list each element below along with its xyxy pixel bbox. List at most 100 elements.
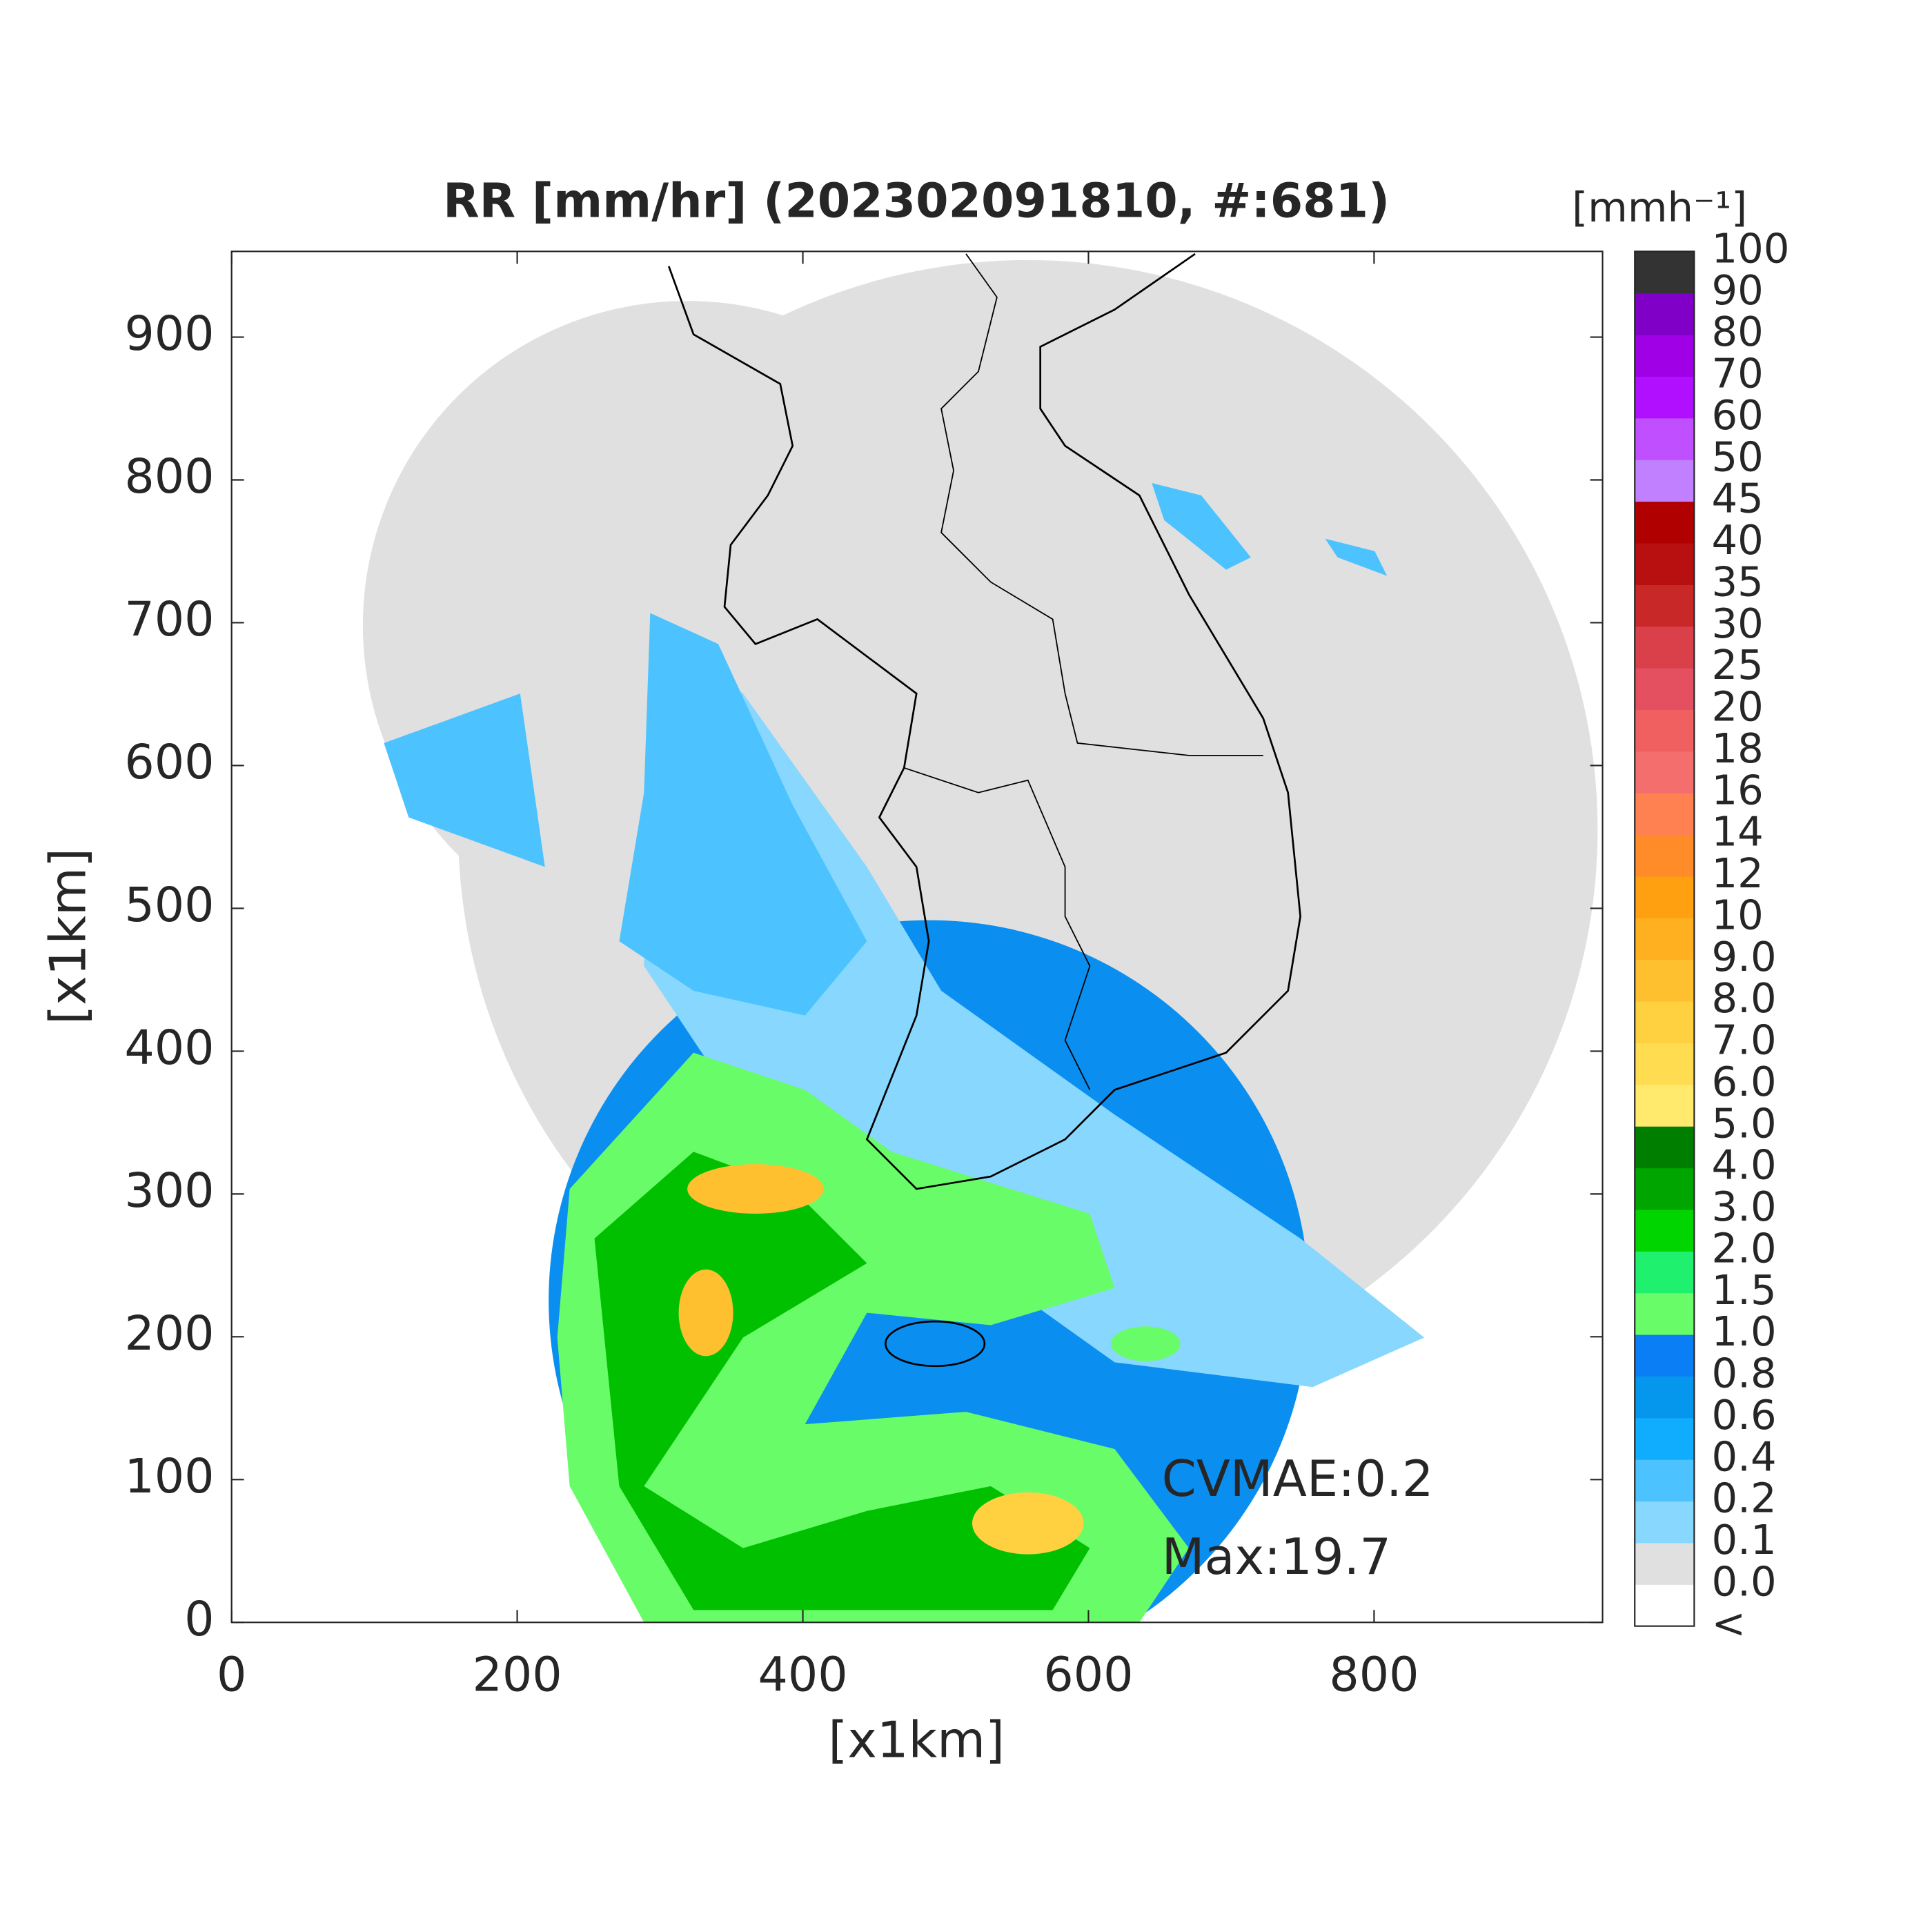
colorbar-segment (1635, 1459, 1695, 1502)
y-tick-label: 600 (124, 736, 214, 790)
colorbar-label: 1.5 (1712, 1266, 1777, 1314)
colorbar-label: 18 (1712, 724, 1764, 772)
colorbar-segment (1635, 709, 1695, 752)
y-axis-label: [x1km] (39, 848, 97, 1025)
colorbar-label: 90 (1712, 266, 1764, 314)
y-tick-label: 0 (184, 1593, 214, 1647)
rain-cell (678, 1269, 733, 1357)
colorbar-segment (1635, 1417, 1695, 1460)
colorbar-label: 16 (1712, 766, 1764, 814)
y-tick-label: 300 (124, 1164, 214, 1219)
colorbar-segment (1635, 1084, 1695, 1127)
y-tick-label: 200 (124, 1307, 214, 1361)
y-tick-label: 900 (124, 307, 214, 362)
colorbar-segment (1635, 793, 1695, 836)
radar-field (362, 253, 1598, 1623)
colorbar-label: 25 (1712, 641, 1764, 689)
y-tick-label: 400 (124, 1021, 214, 1076)
colorbar-segment (1635, 1584, 1695, 1627)
y-tick-label: 100 (124, 1450, 214, 1504)
y-tick-label: 800 (124, 450, 214, 504)
colorbar-segment (1635, 1001, 1695, 1043)
colorbar-segment (1635, 1167, 1695, 1210)
x-tick-label: 0 (217, 1648, 246, 1703)
colorbar-label: 7.0 (1712, 1016, 1777, 1064)
rain-area (594, 1152, 1090, 1610)
rain-area (644, 619, 1425, 1388)
colorbar-label: 80 (1712, 308, 1764, 355)
rain-area (1152, 483, 1251, 570)
colorbar-title: [mmh⁻¹] (1572, 184, 1747, 231)
colorbar-label: 0.6 (1712, 1391, 1777, 1439)
rain-area (619, 613, 867, 1016)
colorbar-segment (1635, 1501, 1695, 1544)
colorbar-label: 8.0 (1712, 974, 1777, 1022)
colorbar-label: 5.0 (1712, 1099, 1777, 1147)
colorbar-label: 30 (1712, 600, 1764, 647)
rain-cell (972, 1492, 1084, 1555)
x-tick-label: 800 (1329, 1648, 1419, 1703)
rain-cell (687, 1164, 824, 1214)
colorbar-segment (1635, 834, 1695, 877)
colorbar-segment (1635, 1126, 1695, 1169)
colorbar-frame (1634, 250, 1695, 1627)
colorbar-label: < (1712, 1599, 1746, 1647)
colorbar-segment (1635, 1376, 1695, 1419)
colorbar-label: 0.0 (1712, 1557, 1777, 1605)
colorbar-label: 0.2 (1712, 1475, 1777, 1522)
colorbar-segment (1635, 1251, 1695, 1294)
colorbar-label: 20 (1712, 683, 1764, 731)
colorbar-label: 2.0 (1712, 1224, 1777, 1272)
annotation: Max:19.7 (1162, 1528, 1391, 1586)
colorbar-segment (1635, 460, 1695, 502)
colorbar-label: 100 (1712, 224, 1790, 272)
colorbar-segment (1635, 335, 1695, 377)
colorbar-segment (1635, 542, 1695, 585)
colorbar-label: 3.0 (1712, 1183, 1777, 1230)
colorbar-segment (1635, 584, 1695, 627)
colorbar-segment (1635, 1334, 1695, 1377)
colorbar-segment (1635, 1043, 1695, 1085)
colorbar-label: 0.1 (1712, 1516, 1777, 1564)
axes-frame (230, 250, 1604, 1624)
colorbar-label: 0.8 (1712, 1350, 1777, 1397)
colorbar-segment (1635, 918, 1695, 960)
colorbar-segment (1635, 1542, 1695, 1585)
province-border (940, 253, 1263, 756)
colorbar-label: 60 (1712, 391, 1764, 439)
colorbar-segment (1635, 376, 1695, 419)
x-axis-label: [x1km] (828, 1711, 1005, 1769)
colorbar-label: 0.4 (1712, 1432, 1777, 1480)
colorbar-segment (1635, 876, 1695, 918)
colorbar-label: 40 (1712, 516, 1764, 564)
colorbar-label: 10 (1712, 891, 1764, 938)
coastline (667, 253, 1301, 1190)
colorbar-label: 12 (1712, 849, 1764, 897)
colorbar-segment (1635, 626, 1695, 669)
colorbar-label: 1.0 (1712, 1308, 1777, 1355)
colorbar-segment (1635, 251, 1695, 294)
x-tick-label: 400 (758, 1648, 847, 1703)
rain-cell (1111, 1326, 1181, 1361)
rain-area (1325, 538, 1388, 576)
colorbar-label: 4.0 (1712, 1141, 1777, 1189)
x-tick-label: 200 (473, 1648, 562, 1703)
island-coastline (884, 1320, 986, 1368)
colorbar-segment (1635, 1292, 1695, 1335)
rain-area (384, 693, 545, 867)
colorbar-label: 35 (1712, 558, 1764, 605)
province-border (903, 767, 1091, 1090)
colorbar-label: 6.0 (1712, 1058, 1777, 1105)
colorbar-segment (1635, 501, 1695, 544)
annotation: CVMAE:0.2 (1162, 1450, 1434, 1508)
colorbar-segment (1635, 417, 1695, 460)
chart-title: RR [mm/hr] (202302091810, #:681) (443, 175, 1390, 229)
colorbar-label: 45 (1712, 475, 1764, 522)
y-tick-label: 500 (124, 878, 214, 933)
colorbar-label: 70 (1712, 350, 1764, 397)
colorbar-label: 14 (1712, 808, 1764, 856)
y-tick-label: 700 (124, 593, 214, 647)
colorbar-segment (1635, 293, 1695, 335)
